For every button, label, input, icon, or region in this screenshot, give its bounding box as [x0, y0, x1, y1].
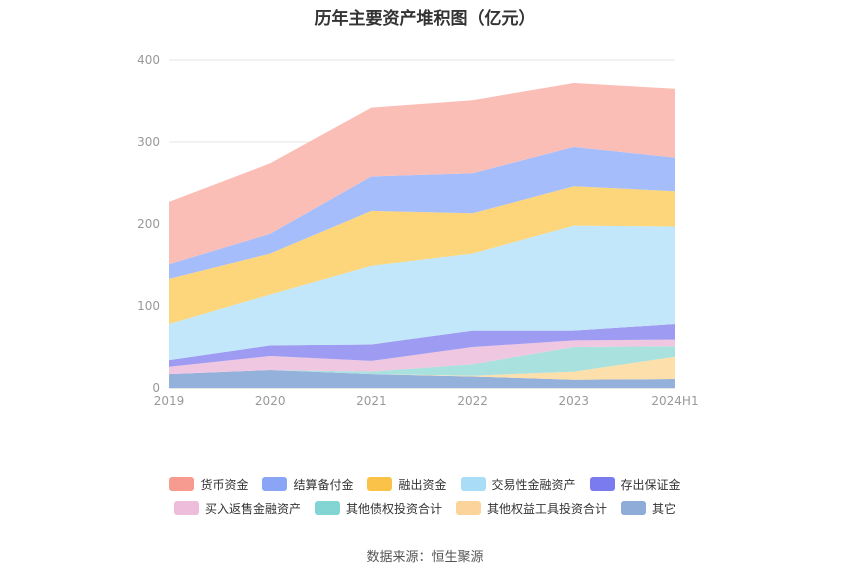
legend-swatch — [456, 501, 481, 515]
legend-item[interactable]: 交易性金融资产 — [460, 476, 576, 493]
stacked-area-chart: 0 100 200 300 400 2019 2020 2021 2022 2023 2024H1 — [137, 53, 699, 408]
x-tick-label: 2020 — [255, 394, 286, 408]
area-交易性金融资产[interactable] — [169, 225, 675, 361]
legend-swatch — [589, 477, 615, 491]
legend-swatch — [460, 477, 486, 491]
area-其他权益工具投资合计[interactable] — [169, 356, 675, 380]
y-tick-label: 300 — [137, 135, 160, 149]
area-存出保证金[interactable] — [169, 324, 675, 367]
legend-row-1: 货币资金 结算备付金 融出资金 交易性金融资产 存出保证金 — [0, 472, 850, 496]
legend-label: 交易性金融资产 — [491, 477, 576, 492]
y-axis: 0 100 200 300 400 — [137, 53, 160, 395]
area-series — [169, 83, 675, 388]
y-tick-label: 100 — [137, 299, 160, 313]
x-tick-label: 2024H1 — [651, 394, 698, 408]
y-tick-label: 400 — [137, 53, 160, 67]
data-source: 数据来源：恒生聚源 — [366, 550, 484, 565]
legend-item[interactable]: 存出保证金 — [589, 476, 681, 493]
legend-item[interactable]: 融出资金 — [367, 476, 447, 493]
legend-item[interactable]: 货币资金 — [169, 476, 248, 493]
legend-swatch — [169, 477, 195, 491]
area-融出资金[interactable] — [169, 186, 675, 324]
chart-title: 历年主要资产堆积图（亿元） — [314, 9, 536, 29]
legend-label: 存出保证金 — [620, 477, 681, 492]
legend-item[interactable]: 其它 — [621, 500, 676, 517]
area-结算备付金[interactable] — [169, 146, 675, 279]
x-tick-label: 2019 — [154, 394, 185, 408]
x-axis: 2019 2020 2021 2022 2023 2024H1 — [154, 394, 699, 408]
y-tick-label: 200 — [137, 217, 160, 231]
legend-swatch — [367, 477, 393, 491]
legend: 货币资金 结算备付金 融出资金 交易性金融资产 存出保证金 买入返售金融资产 其他债权投资… — [0, 472, 850, 520]
legend-label: 结算备付金 — [293, 477, 354, 492]
legend-label: 融出资金 — [398, 477, 447, 492]
area-其它[interactable] — [169, 370, 675, 388]
legend-swatch — [262, 477, 288, 491]
area-买入返售金融资产[interactable] — [169, 339, 675, 375]
x-tick-label: 2023 — [559, 394, 590, 408]
area-货币资金[interactable] — [169, 83, 675, 265]
legend-label: 其他权益工具投资合计 — [487, 501, 608, 516]
legend-label: 其它 — [652, 501, 677, 516]
legend-label: 货币资金 — [200, 477, 249, 492]
legend-item[interactable]: 结算备付金 — [262, 476, 353, 493]
legend-label: 其他债权投资合计 — [345, 501, 442, 516]
x-tick-label: 2022 — [457, 394, 488, 408]
legend-swatch — [173, 501, 199, 515]
legend-item[interactable]: 其他债权投资合计 — [314, 500, 442, 517]
legend-item[interactable]: 买入返售金融资产 — [173, 500, 301, 517]
legend-item[interactable]: 其他权益工具投资合计 — [456, 500, 607, 517]
legend-swatch — [621, 501, 647, 515]
area-其他债权投资合计[interactable] — [169, 346, 675, 376]
x-tick-label: 2021 — [356, 394, 387, 408]
legend-row-2: 买入返售金融资产 其他债权投资合计 其他权益工具投资合计 其它 — [0, 496, 850, 520]
y-tick-label: 0 — [152, 381, 160, 395]
legend-swatch — [314, 501, 340, 515]
legend-label: 买入返售金融资产 — [204, 501, 301, 516]
